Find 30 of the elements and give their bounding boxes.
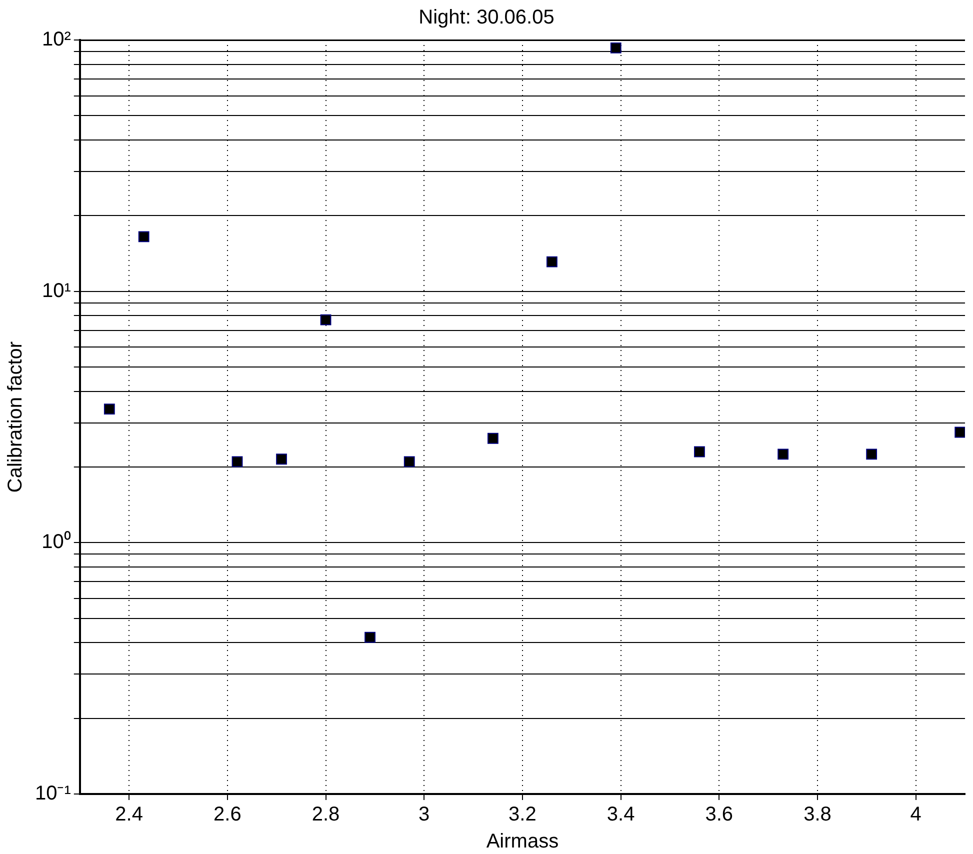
point: [610, 42, 622, 54]
point: [488, 432, 498, 444]
y-tick-label: 10¹: [42, 280, 72, 302]
x-tick-label: 2.4: [115, 804, 143, 826]
point: [364, 632, 376, 643]
y-tick-label: 10⁰: [42, 530, 71, 554]
chart-title: Night: 30.06.05: [418, 6, 554, 29]
y-axis-title: Calibration factor: [4, 341, 27, 493]
point: [404, 456, 415, 468]
x-tick-label: 3.2: [508, 804, 536, 826]
x-tick-label: 2.8: [312, 804, 340, 826]
point: [320, 314, 332, 326]
point: [138, 231, 150, 242]
y-tick-label: 10²: [42, 28, 72, 51]
x-tick-label: 3.6: [705, 804, 734, 826]
point: [232, 456, 243, 468]
x-tick-label: 3.4: [606, 804, 635, 826]
point: [104, 404, 115, 415]
x-tick-label: 3: [418, 804, 430, 826]
point: [778, 448, 789, 460]
x-axis-title: Airmass: [486, 830, 559, 853]
point: [954, 426, 965, 438]
point: [866, 448, 878, 460]
x-tick-label: 3.8: [804, 804, 832, 826]
y-tick-label: 10⁻¹: [35, 782, 72, 805]
point: [546, 256, 558, 268]
x-tick-label: 4: [910, 804, 922, 826]
x-tick-label: 2.6: [214, 804, 242, 826]
point: [276, 454, 287, 465]
point: [694, 446, 705, 458]
